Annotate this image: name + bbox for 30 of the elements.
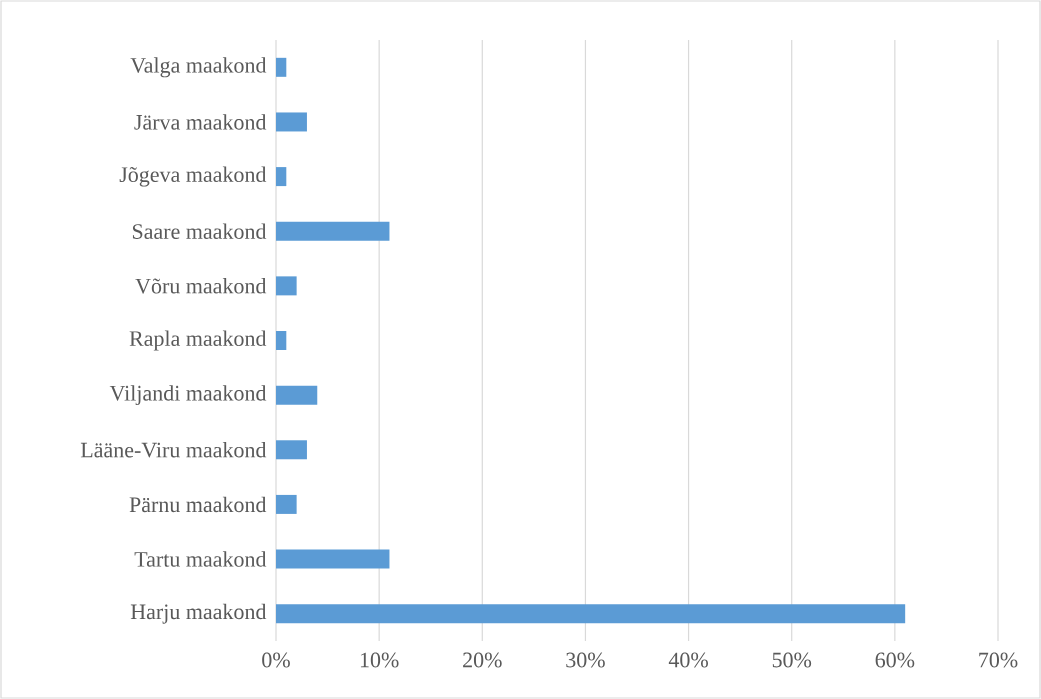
y-tick-label: Pärnu maakond [129, 496, 267, 513]
x-tick-label: 10% [360, 652, 399, 668]
y-tick-label: Rapla maakond [129, 330, 267, 351]
bar [276, 440, 307, 460]
y-tick-label: Valga maakond [130, 57, 267, 78]
y-tick-label: Tartu maakond [134, 551, 267, 567]
bar [276, 112, 307, 132]
y-tick-label: Jõgeva maakond [119, 166, 267, 187]
bar [276, 167, 287, 187]
x-tick-label: 60% [875, 652, 915, 668]
bar [276, 549, 390, 569]
y-tick-label: Saare maakond [132, 223, 267, 239]
bar [276, 385, 318, 405]
y-tick-label: Võru maakond [135, 278, 267, 294]
bar [276, 221, 390, 241]
x-tick-label: 70% [979, 652, 1018, 668]
y-tick-label: Viljandi maakond [109, 385, 267, 406]
x-tick-label: 40% [668, 652, 708, 668]
x-tick-label: 50% [772, 652, 812, 668]
x-tick-label: 0% [262, 652, 290, 668]
y-tick-label: Harju maakond [130, 603, 267, 624]
y-tick-label: Järva maakond [134, 114, 267, 130]
bar [276, 57, 287, 77]
bar [276, 276, 297, 296]
x-tick-label: 20% [463, 652, 502, 668]
bar [276, 331, 287, 351]
bar [276, 494, 297, 514]
x-tick-label: 30% [566, 652, 605, 668]
y-tick-label: Lääne-Viru maakond [80, 441, 267, 458]
bar [276, 604, 906, 624]
